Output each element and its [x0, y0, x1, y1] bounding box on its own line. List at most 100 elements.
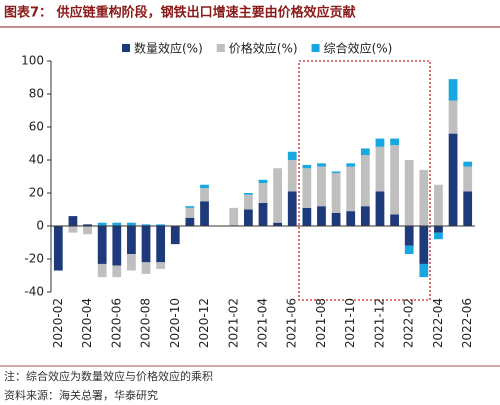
bar [156, 262, 166, 269]
bar [390, 214, 399, 226]
bar [375, 191, 385, 226]
bar [185, 206, 195, 208]
legend-swatch [216, 44, 225, 52]
legend-swatch [122, 44, 130, 52]
bar [346, 166, 356, 212]
bar [317, 166, 326, 207]
y-tick-label: 80 [29, 87, 44, 101]
note: 注：综合效应为数量效应与价格效应的乘积 [4, 369, 213, 383]
x-tick-label: 2021-12 [372, 298, 386, 348]
bar [375, 146, 385, 192]
bar [156, 226, 166, 263]
bar [97, 263, 107, 278]
bar [200, 201, 209, 226]
bar [360, 148, 370, 156]
y-tick-label: 0 [36, 219, 44, 233]
bar [448, 133, 458, 226]
bar [127, 222, 136, 226]
bar [404, 245, 414, 255]
y-tick-label: -20 [24, 252, 44, 266]
bar [331, 173, 341, 213]
bar [375, 138, 385, 147]
bar [258, 202, 268, 226]
bar [404, 160, 414, 226]
x-tick-label: 2020-06 [109, 298, 123, 348]
bar [127, 254, 136, 271]
bar [448, 79, 458, 101]
x-tick-label: 2022-04 [431, 298, 445, 348]
y-tick-label: 40 [29, 153, 44, 167]
bar [360, 206, 370, 226]
bar [360, 155, 370, 207]
bar [53, 226, 63, 271]
bar [287, 151, 297, 160]
chart-title: 图表7： 供应链重构阶段，钢铁出口增速主要由价格效应贡献 [4, 5, 356, 21]
bar [346, 163, 356, 167]
bar [302, 168, 312, 208]
bar [112, 222, 122, 226]
y-tick-label: 60 [29, 120, 44, 134]
bar [97, 226, 107, 264]
bar [258, 179, 268, 184]
y-tick-label: 20 [29, 186, 44, 200]
x-tick-label: 2020-04 [80, 298, 94, 348]
bar [83, 224, 92, 226]
bar [317, 206, 326, 226]
x-tick-label: 2020-08 [139, 298, 153, 348]
legend-label: 价格效应(%) [229, 41, 298, 56]
x-tick-label: 2021-10 [343, 298, 357, 348]
bar [112, 226, 122, 266]
bar [302, 207, 312, 226]
bar [97, 222, 107, 226]
bar [390, 145, 399, 215]
bar [419, 169, 429, 226]
bar [127, 226, 136, 255]
bar [287, 160, 297, 192]
bar [404, 226, 414, 246]
bar [185, 207, 195, 218]
bar [68, 226, 78, 233]
x-tick-label: 2021-04 [256, 298, 270, 348]
y-tick-label: -40 [24, 285, 44, 299]
bar [68, 216, 78, 226]
bar [463, 166, 473, 192]
bar [243, 193, 253, 195]
x-tick-label: 2021-08 [314, 298, 328, 348]
bar [83, 226, 92, 235]
legend-label: 综合效应(%) [324, 41, 393, 56]
bar [141, 224, 151, 226]
bar [434, 232, 443, 240]
source: 资料来源：海关总署，华泰研究 [4, 388, 158, 402]
bar [317, 163, 326, 167]
bar [141, 226, 151, 263]
x-tick-label: 2021-02 [226, 298, 240, 348]
bar [287, 191, 297, 226]
bar [448, 100, 458, 134]
x-tick-label: 2021-06 [285, 298, 299, 348]
bar [258, 183, 268, 203]
bar [243, 194, 253, 210]
bar [302, 164, 312, 169]
legend-label: 数量效应(%) [134, 41, 203, 56]
bar [156, 224, 166, 226]
x-tick-label: 2020-02 [51, 298, 65, 348]
bar [112, 265, 122, 278]
bar [463, 161, 473, 167]
bar [419, 263, 429, 278]
bar [273, 222, 283, 226]
bar [200, 184, 209, 189]
legend-swatch [311, 44, 320, 52]
bar [200, 188, 209, 202]
bar [346, 211, 356, 226]
bar [419, 226, 429, 264]
x-tick-label: 2022-02 [402, 298, 416, 348]
bar [185, 217, 195, 226]
bar [434, 184, 443, 226]
x-tick-label: 2020-12 [197, 298, 211, 348]
bar [243, 209, 253, 226]
bar [434, 226, 443, 233]
highlight-box [298, 60, 431, 301]
bar [229, 207, 239, 226]
bar [463, 191, 473, 226]
